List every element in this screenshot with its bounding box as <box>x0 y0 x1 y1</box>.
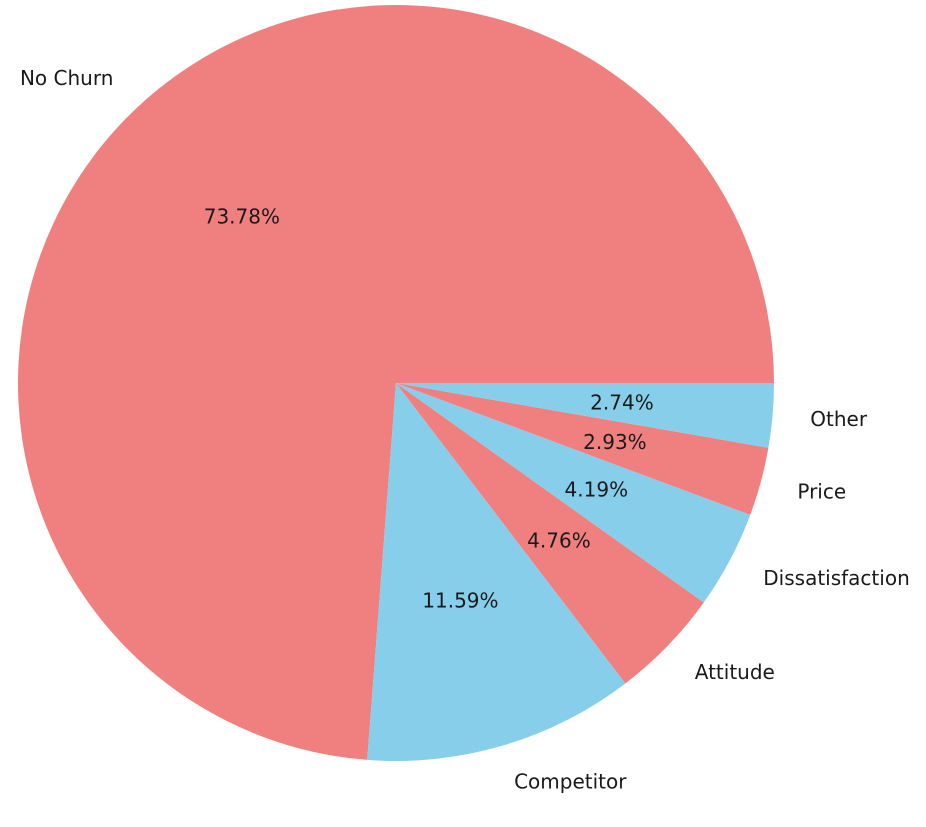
pie-pct-label: 11.59% <box>422 588 498 612</box>
pie-category-label: Price <box>797 480 846 504</box>
pie-pct-label: 2.93% <box>583 430 647 454</box>
pie-slice-no-churn <box>18 5 774 760</box>
pie-slice-dissatisfaction <box>396 383 751 603</box>
pie-pct-label: 4.19% <box>565 477 629 501</box>
pie-slice-competitor <box>367 383 626 761</box>
pie-category-label: No Churn <box>20 66 113 90</box>
pie-category-label: Attitude <box>695 660 775 684</box>
pie-slice-price <box>396 383 769 515</box>
pie-slice-attitude <box>396 383 704 684</box>
pie-slice-other <box>396 383 774 448</box>
pie-category-label: Competitor <box>514 770 627 794</box>
pie-category-label: Dissatisfaction <box>763 566 909 590</box>
pie-pct-label: 4.76% <box>527 529 591 553</box>
pie-pct-label: 73.78% <box>204 205 280 229</box>
pie-category-label: Other <box>810 407 868 431</box>
pie-pct-label: 2.74% <box>590 391 654 415</box>
